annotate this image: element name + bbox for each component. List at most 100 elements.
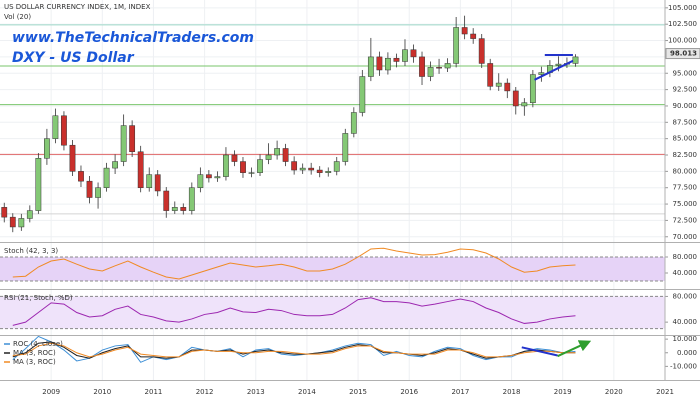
x-tick-label: 2009	[42, 388, 60, 396]
candle-body	[504, 82, 511, 92]
y-tick-label: 70.000	[673, 233, 698, 241]
candle-body	[26, 210, 33, 219]
y-tick-label: 80.000	[673, 167, 698, 175]
line	[12, 297, 576, 326]
y-tick-label: 105.000	[668, 4, 697, 12]
candle-body	[436, 67, 442, 69]
legend-label: ROC (4, close)	[13, 340, 63, 348]
x-tick-label: 2015	[349, 388, 367, 396]
candle-body	[385, 57, 391, 71]
panel-title: Stoch (42, 3, 3)	[4, 247, 58, 255]
line	[12, 342, 576, 358]
candle-body	[342, 133, 349, 162]
y-tick-label: 10.000	[673, 335, 698, 343]
legend-label: MA (3, ROC)	[13, 349, 56, 357]
y-tick-label: -10.000	[670, 362, 697, 370]
candle-body	[61, 115, 67, 146]
price-tag-label: 98.013	[670, 50, 697, 58]
x-tick-label: 2016	[400, 388, 418, 396]
band	[0, 296, 665, 329]
y-tick-label: 40.000	[673, 318, 698, 326]
candle-body	[188, 187, 195, 211]
candle-body	[231, 154, 238, 162]
candle-body	[444, 63, 451, 69]
candle-body	[470, 33, 477, 39]
candle-body	[299, 167, 306, 171]
candle-body	[427, 67, 434, 77]
candle-body	[120, 125, 127, 162]
price-tag	[665, 48, 700, 60]
line	[12, 335, 576, 363]
y-tick-label: 77.500	[673, 184, 698, 192]
chart-label: DXY - US Dollar	[12, 50, 135, 66]
x-tick-label: 2021	[656, 388, 674, 396]
candle-body	[205, 174, 212, 179]
y-tick-label: 0.000	[677, 349, 697, 357]
candle-body	[154, 174, 161, 192]
candle-body	[240, 161, 246, 173]
candle-body	[103, 167, 110, 188]
panel-title: RSI (21, Stoch, %D)	[4, 294, 73, 302]
trendline	[521, 346, 558, 357]
candle-body	[316, 169, 323, 173]
x-tick-label: 2018	[503, 388, 521, 396]
candle-body	[461, 27, 468, 35]
candle-body	[410, 49, 417, 58]
candle-body	[291, 161, 298, 171]
y-tick-label: 75.000	[673, 200, 698, 208]
candle-body	[18, 218, 25, 228]
candle-body	[478, 38, 485, 64]
x-tick-label: 2012	[196, 388, 214, 396]
candle-body	[572, 56, 579, 64]
candle-body	[333, 161, 340, 172]
candle-body	[146, 174, 153, 188]
candle-body	[112, 161, 118, 169]
trendline	[534, 59, 574, 81]
line	[12, 341, 576, 359]
website: www.TheTechnicalTraders.com	[12, 30, 254, 46]
x-tick-label: 2017	[451, 388, 469, 396]
candle-body	[52, 115, 59, 139]
y-tick-label: 85.000	[673, 135, 698, 143]
line	[12, 247, 576, 280]
candle-body	[453, 27, 460, 64]
legend-label: MA (3, ROC)	[13, 358, 56, 366]
candle-body	[487, 63, 494, 87]
candle-body	[265, 154, 272, 160]
candle-body	[393, 57, 400, 62]
candle-body	[95, 187, 101, 198]
x-tick-label: 2011	[145, 388, 163, 396]
candle-body	[367, 56, 374, 77]
candle-body	[78, 171, 84, 182]
candle-body	[171, 207, 178, 211]
y-tick-label: 100.000	[668, 37, 697, 45]
y-tick-label: 80.000	[673, 292, 698, 300]
candle-body	[325, 171, 332, 173]
y-tick-label: 82.500	[673, 151, 698, 159]
candle-body	[538, 72, 545, 75]
trendline	[557, 340, 592, 358]
volume-label: Vol (20)	[4, 13, 31, 21]
candle-body	[69, 144, 76, 172]
x-tick-label: 2010	[93, 388, 111, 396]
candle-body	[282, 148, 289, 162]
candle-body	[86, 180, 93, 198]
candle-body	[257, 159, 263, 173]
x-tick-label: 2013	[247, 388, 265, 396]
candle-body	[274, 148, 280, 156]
candle-body	[180, 207, 187, 211]
candle-body	[359, 76, 366, 113]
chart-title: US DOLLAR CURRENCY INDEX, 1M, INDEX	[4, 3, 151, 11]
candle-body	[521, 102, 528, 107]
candle-body	[529, 74, 536, 103]
candle-body	[197, 174, 204, 188]
candle-body	[44, 138, 50, 159]
candle-body	[376, 56, 383, 71]
candle-body	[402, 49, 408, 62]
candle-body	[163, 190, 170, 211]
candle-body	[35, 158, 42, 211]
candle-body	[9, 216, 16, 228]
y-tick-label: 90.000	[673, 102, 698, 110]
